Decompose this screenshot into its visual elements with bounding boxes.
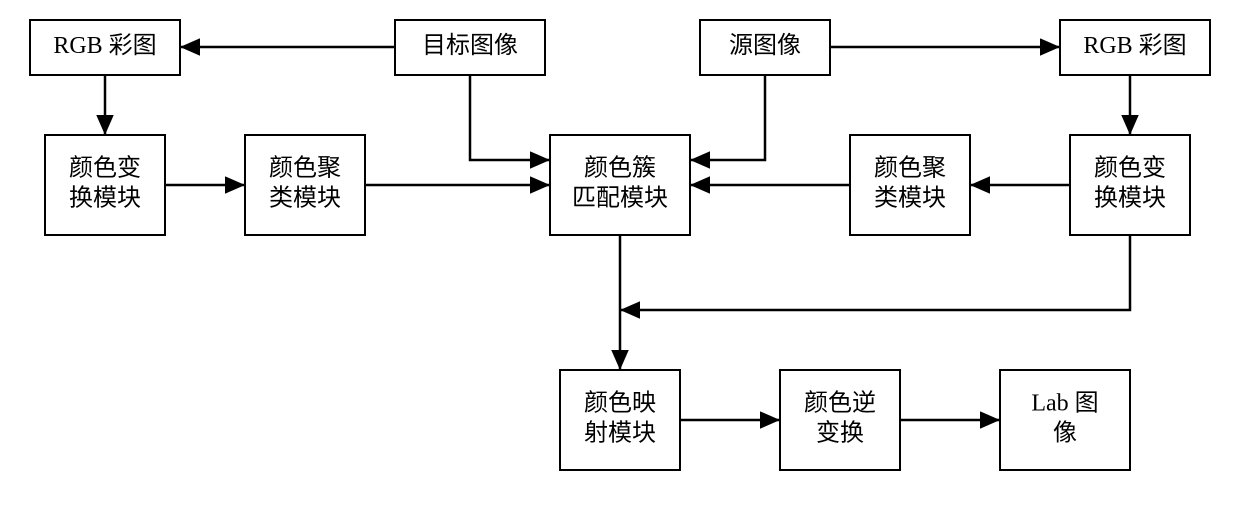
node-n_rgb_right: RGB 彩图	[1060, 20, 1210, 75]
node-label: Lab 图	[1031, 391, 1098, 417]
node-n_target: 目标图像	[395, 20, 545, 75]
node-label: 换模块	[1094, 185, 1166, 212]
node-label: 射模块	[584, 420, 656, 447]
edge-e12	[620, 235, 1130, 310]
node-label: RGB 彩图	[53, 32, 156, 59]
node-label: 颜色聚	[269, 155, 341, 182]
node-label: 匹配模块	[572, 185, 668, 212]
node-label: 像	[1053, 420, 1077, 447]
node-n_lab: Lab 图像	[1000, 370, 1130, 470]
node-label: 变换	[816, 420, 864, 447]
node-label: 类模块	[874, 185, 946, 212]
edge-e10	[690, 75, 765, 160]
node-label: 颜色聚	[874, 155, 946, 182]
node-label: 颜色变	[1094, 155, 1166, 182]
node-label: 颜色变	[69, 155, 141, 182]
node-n_map: 颜色映射模块	[560, 370, 680, 470]
node-label: 颜色映	[584, 390, 656, 417]
node-n_ct_right: 颜色变换模块	[1070, 135, 1190, 235]
node-n_rgb_left: RGB 彩图	[30, 20, 180, 75]
node-label: 换模块	[69, 185, 141, 212]
node-label: 颜色逆	[804, 390, 876, 417]
node-label: 源图像	[729, 32, 801, 59]
node-label: 颜色簇	[584, 155, 656, 182]
node-label: 目标图像	[422, 32, 518, 59]
node-n_ct_left: 颜色变换模块	[45, 135, 165, 235]
flowchart-canvas: RGB 彩图目标图像源图像RGB 彩图颜色变换模块颜色聚类模块颜色簇匹配模块颜色…	[0, 0, 1240, 519]
edge-e9	[470, 75, 550, 160]
node-n_match: 颜色簇匹配模块	[550, 135, 690, 235]
node-label: RGB 彩图	[1083, 32, 1186, 59]
node-label: 类模块	[269, 185, 341, 212]
node-n_cc_right: 颜色聚类模块	[850, 135, 970, 235]
node-n_source: 源图像	[700, 20, 830, 75]
node-n_cc_left: 颜色聚类模块	[245, 135, 365, 235]
node-n_inv: 颜色逆变换	[780, 370, 900, 470]
